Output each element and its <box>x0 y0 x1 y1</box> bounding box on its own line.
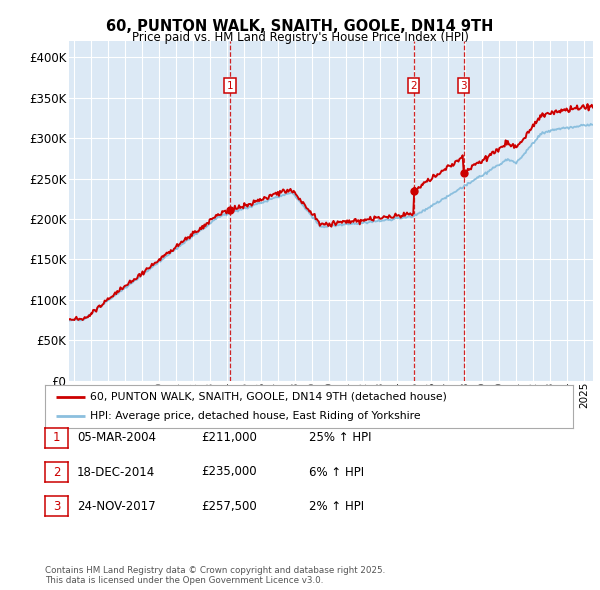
Text: 2: 2 <box>410 81 417 91</box>
Text: 60, PUNTON WALK, SNAITH, GOOLE, DN14 9TH (detached house): 60, PUNTON WALK, SNAITH, GOOLE, DN14 9TH… <box>90 392 447 402</box>
Text: 3: 3 <box>460 81 467 91</box>
Text: 2% ↑ HPI: 2% ↑ HPI <box>309 500 364 513</box>
Text: 2: 2 <box>53 466 60 478</box>
Text: 1: 1 <box>227 81 233 91</box>
Text: 3: 3 <box>53 500 60 513</box>
Text: HPI: Average price, detached house, East Riding of Yorkshire: HPI: Average price, detached house, East… <box>90 411 421 421</box>
Text: Contains HM Land Registry data © Crown copyright and database right 2025.
This d: Contains HM Land Registry data © Crown c… <box>45 566 385 585</box>
Text: 05-MAR-2004: 05-MAR-2004 <box>77 431 156 444</box>
Text: 24-NOV-2017: 24-NOV-2017 <box>77 500 155 513</box>
Text: £257,500: £257,500 <box>201 500 257 513</box>
Text: £211,000: £211,000 <box>201 431 257 444</box>
Text: 1: 1 <box>53 431 60 444</box>
Text: 60, PUNTON WALK, SNAITH, GOOLE, DN14 9TH: 60, PUNTON WALK, SNAITH, GOOLE, DN14 9TH <box>106 19 494 34</box>
Text: 18-DEC-2014: 18-DEC-2014 <box>77 466 155 478</box>
Text: 25% ↑ HPI: 25% ↑ HPI <box>309 431 371 444</box>
Text: £235,000: £235,000 <box>201 466 257 478</box>
Text: Price paid vs. HM Land Registry's House Price Index (HPI): Price paid vs. HM Land Registry's House … <box>131 31 469 44</box>
Text: 6% ↑ HPI: 6% ↑ HPI <box>309 466 364 478</box>
